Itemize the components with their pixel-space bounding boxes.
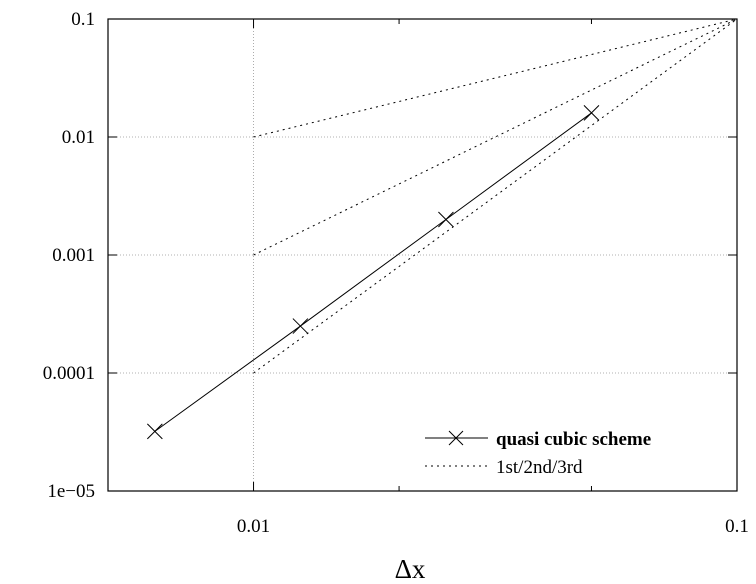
legend-label-quasi-cubic: quasi cubic scheme bbox=[496, 429, 651, 450]
data-point-marker bbox=[583, 105, 600, 121]
y-tick-label: 1e−05 bbox=[47, 481, 95, 502]
y-tick-labels: 1e−05 0.0001 0.001 0.01 0.1 bbox=[43, 9, 95, 502]
x-tick-label: 0.1 bbox=[725, 516, 749, 537]
reference-line-2 bbox=[253, 18, 738, 256]
legend-marker-quasi-cubic bbox=[448, 430, 464, 446]
y-tick-label: 0.1 bbox=[71, 9, 95, 30]
y-tick-label: 0.001 bbox=[52, 245, 95, 266]
reference-line-1 bbox=[253, 18, 738, 138]
legend-label-reference: 1st/2nd/3rd bbox=[496, 457, 583, 478]
reference-lines bbox=[253, 18, 738, 374]
x-axis-label: Δx bbox=[395, 554, 426, 584]
series-layer bbox=[146, 105, 600, 440]
grid-layer bbox=[108, 18, 738, 492]
y-tick-label: 0.01 bbox=[62, 127, 95, 148]
y-tick-label: 0.0001 bbox=[43, 363, 95, 384]
x-tick-label: 0.01 bbox=[237, 516, 270, 537]
x-tick-labels: 0.01 0.1 bbox=[237, 516, 749, 537]
legend: quasi cubic scheme 1st/2nd/3rd bbox=[425, 429, 651, 478]
tick-marks bbox=[108, 18, 738, 492]
data-point-marker bbox=[146, 423, 163, 440]
reference-line-3 bbox=[253, 18, 738, 374]
data-point-marker bbox=[292, 318, 309, 334]
data-point-marker bbox=[438, 211, 454, 228]
series-line-quasi-cubic bbox=[154, 112, 592, 432]
